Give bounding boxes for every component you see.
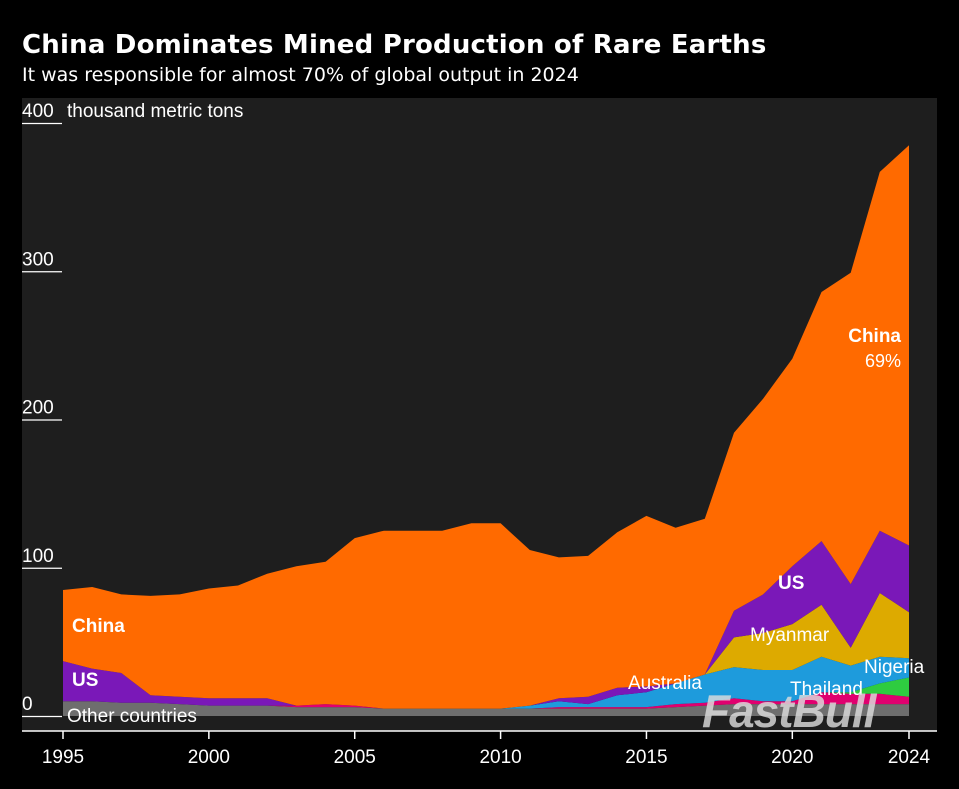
y-tick-label: 400 xyxy=(22,101,54,122)
area-china xyxy=(63,145,909,709)
label-other-countries: Other countries xyxy=(67,706,197,727)
label-china-left: China xyxy=(72,616,125,637)
y-axis: 0 100 200 300 400 thousand metric tons xyxy=(22,101,243,718)
x-tick-label: 2015 xyxy=(625,747,667,768)
y-tick-label: 0 xyxy=(22,694,33,715)
chart-title: China Dominates Mined Production of Rare… xyxy=(22,30,767,60)
series-labels: China US China 69% US Myanmar Australia Thailan… xyxy=(67,326,925,727)
x-tick-label: 2005 xyxy=(334,747,376,768)
x-tick-label: 2010 xyxy=(479,747,521,768)
label-myanmar: Myanmar xyxy=(750,625,830,646)
y-tick-label: 100 xyxy=(22,546,54,567)
label-australia: Australia xyxy=(628,673,702,694)
y-axis-unit-label: thousand metric tons xyxy=(67,101,243,122)
x-axis: 1995 2000 2005 2010 2015 2020 2024 xyxy=(22,730,937,768)
area-series-group xyxy=(63,145,909,716)
chart-subtitle: It was responsible for almost 70% of glo… xyxy=(22,64,579,86)
area-myanmar xyxy=(63,593,909,709)
label-us-left: US xyxy=(72,670,98,691)
x-tick-label: 1995 xyxy=(42,747,84,768)
label-us-right: US xyxy=(778,573,804,594)
area-australia xyxy=(63,656,909,709)
x-tick-label: 2024 xyxy=(888,747,931,768)
y-tick-label: 300 xyxy=(22,249,54,270)
label-thailand: Thailand xyxy=(790,679,863,700)
label-china-share: 69% xyxy=(865,351,901,371)
x-tick-label: 2020 xyxy=(771,747,813,768)
area-thailand xyxy=(63,692,909,709)
x-tick-label: 2000 xyxy=(188,747,230,768)
label-nigeria: Nigeria xyxy=(864,657,925,678)
label-china-right: China xyxy=(848,326,901,347)
watermark-logo: FastBull xyxy=(702,685,876,737)
y-tick-label: 200 xyxy=(22,398,54,419)
area-us xyxy=(63,530,909,709)
